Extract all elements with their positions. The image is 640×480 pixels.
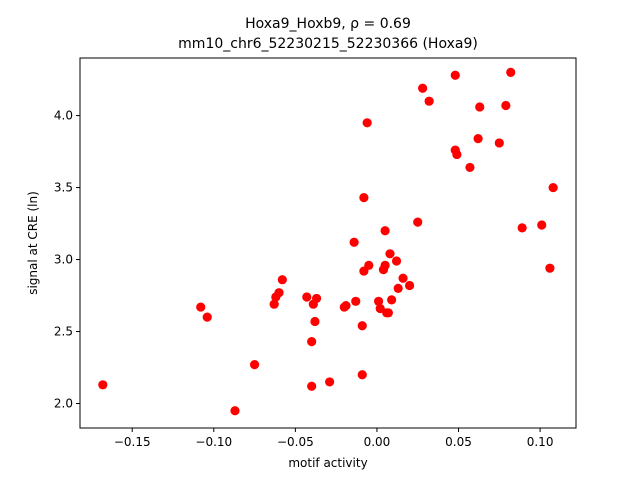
data-point	[269, 299, 279, 309]
data-point	[450, 70, 460, 80]
data-point	[548, 182, 558, 193]
data-point	[274, 288, 284, 298]
data-point	[362, 118, 372, 128]
data-point	[393, 283, 403, 293]
data-point	[357, 370, 367, 380]
data-point	[404, 280, 415, 291]
data-point	[494, 138, 504, 148]
data-point	[418, 83, 428, 93]
data-point	[249, 360, 260, 370]
y-tick-label: 4.0	[54, 109, 73, 123]
data-point	[452, 149, 462, 160]
y-tick-label: 2.0	[54, 397, 73, 411]
data-point	[357, 321, 367, 331]
data-point	[424, 96, 434, 106]
y-axis: 2.0 2.5 3.0 3.5 4.0	[54, 109, 80, 411]
data-point	[385, 249, 395, 259]
chart-title-line2: mm10_chr6_52230215_52230366 (Hoxa9)	[178, 36, 478, 52]
data-point	[413, 217, 423, 227]
data-point	[501, 100, 511, 111]
chart-title-line1: Hoxa9_Hoxb9, ρ = 0.69	[245, 16, 411, 32]
data-point	[398, 273, 408, 283]
data-point	[383, 308, 393, 318]
y-tick-label: 3.0	[54, 253, 73, 267]
data-point	[341, 301, 351, 311]
x-tick-label: 0.05	[445, 435, 472, 449]
plot-frame	[79, 57, 577, 429]
data-point	[391, 256, 402, 266]
x-axis-label: motif activity	[288, 456, 367, 470]
data-point	[349, 237, 359, 247]
points-layer	[98, 67, 558, 416]
data-point	[506, 67, 516, 77]
data-point	[351, 296, 361, 306]
data-point	[373, 296, 384, 306]
x-tick-label: 0.10	[527, 435, 554, 449]
data-point	[387, 295, 397, 305]
data-point	[302, 292, 312, 302]
data-point	[310, 316, 320, 327]
data-point	[475, 102, 485, 112]
data-point	[375, 303, 385, 314]
y-tick-label: 3.5	[54, 181, 73, 195]
x-tick-label: −0.10	[195, 435, 232, 449]
x-tick-label: −0.15	[114, 435, 151, 449]
data-point	[359, 193, 369, 203]
data-point	[325, 377, 335, 387]
data-point	[98, 380, 108, 390]
data-point	[307, 337, 317, 347]
data-point	[230, 406, 240, 416]
data-point	[380, 260, 390, 270]
y-tick-label: 2.5	[54, 325, 73, 339]
data-point	[307, 381, 317, 391]
data-point	[311, 293, 322, 304]
data-point	[465, 162, 475, 173]
data-point	[545, 263, 555, 273]
data-point	[277, 275, 287, 285]
x-tick-label: 0.00	[364, 435, 391, 449]
data-point	[364, 260, 374, 270]
data-point	[202, 312, 212, 322]
data-point	[196, 302, 206, 312]
x-tick-label: −0.05	[277, 435, 314, 449]
data-point	[537, 220, 547, 230]
data-point	[473, 134, 483, 144]
y-axis-label: signal at CRE (ln)	[26, 191, 40, 295]
data-point	[380, 226, 390, 236]
x-axis: −0.15 −0.10 −0.05 0.00 0.05 0.10	[114, 428, 554, 449]
data-point	[517, 223, 527, 233]
